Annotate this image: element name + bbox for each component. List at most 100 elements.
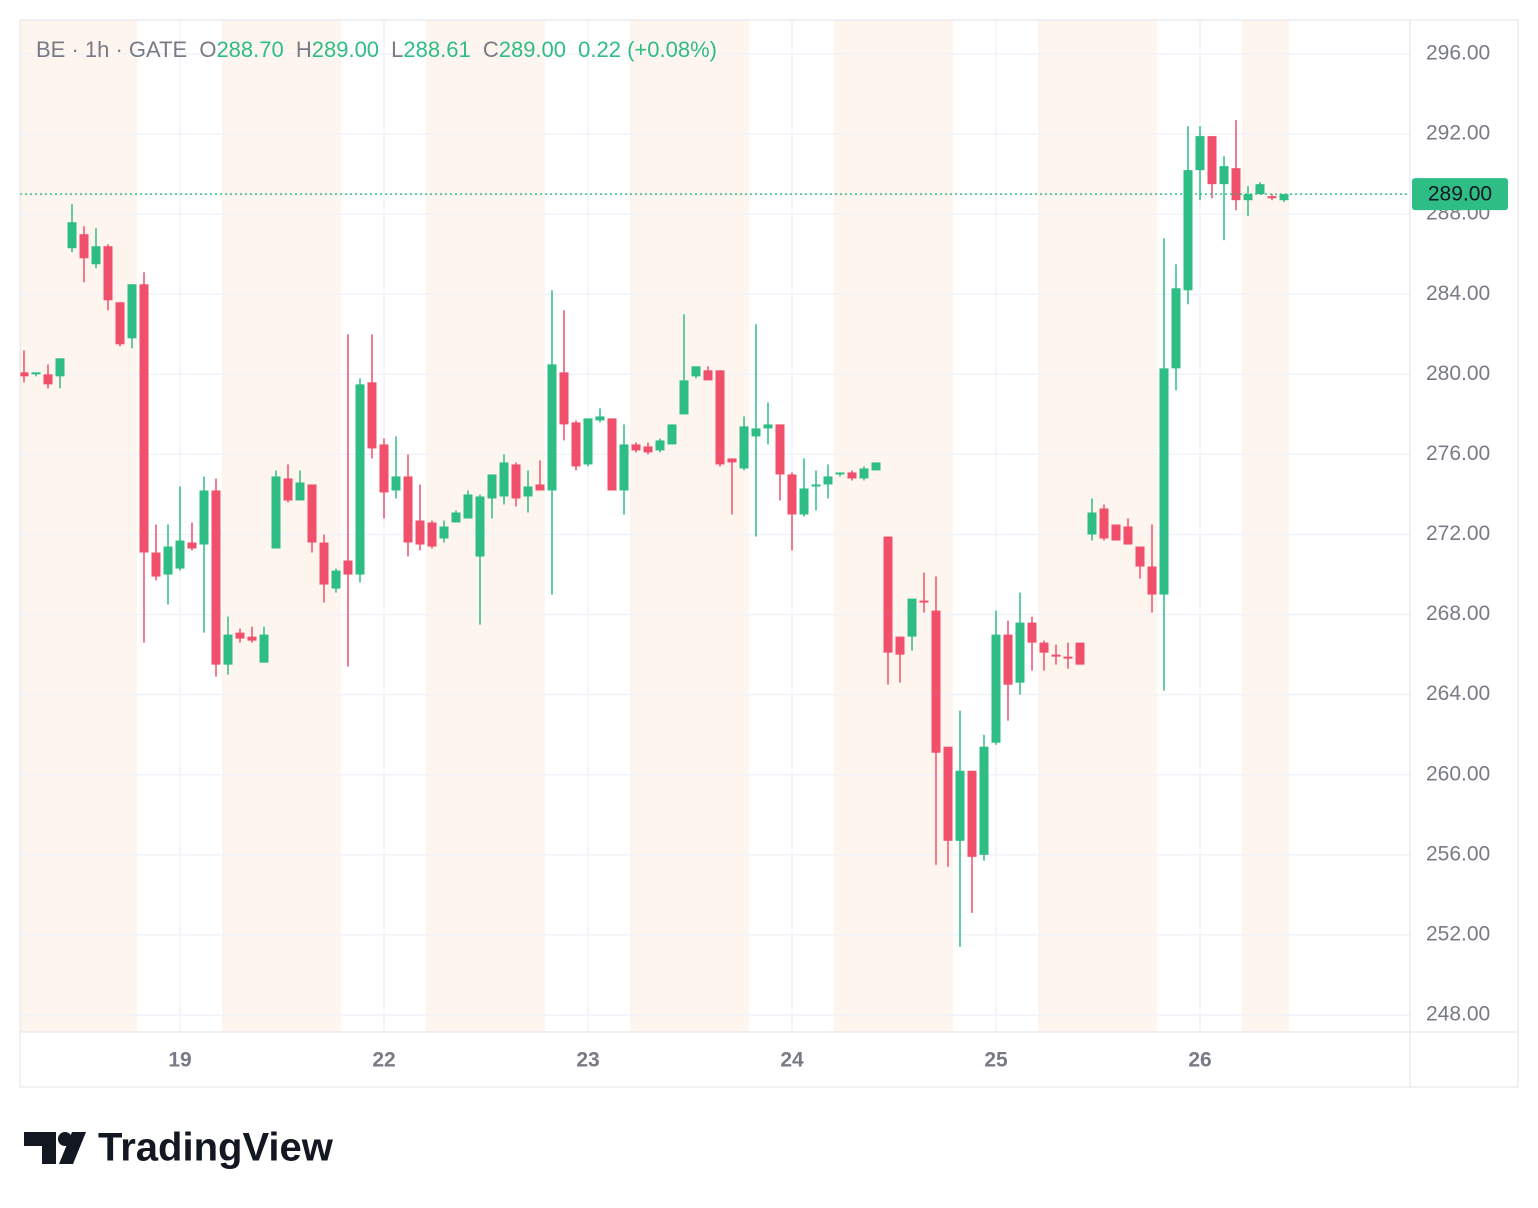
candle-body (847, 472, 857, 479)
candle-body (811, 484, 821, 487)
candle-body (535, 484, 545, 491)
candle-body (79, 234, 89, 259)
candle-body (787, 474, 797, 515)
y-tick-label: 292.00 (1426, 122, 1490, 145)
candle-body (523, 486, 533, 497)
candle-body (511, 464, 521, 499)
candle-body (547, 364, 557, 491)
candle-body (583, 418, 593, 465)
candle-body (691, 366, 701, 377)
extended-hours-band (1038, 20, 1157, 1032)
candle-body (991, 634, 1001, 743)
symbol: BE · 1h · GATE (36, 37, 187, 62)
candle-body (259, 634, 269, 663)
y-tick-label: 280.00 (1426, 362, 1490, 385)
candle-body (895, 636, 905, 655)
extended-hours-band (426, 20, 545, 1032)
x-tick-label: 22 (372, 1049, 395, 1072)
extended-hours-band (20, 20, 137, 1032)
candle-body (631, 444, 641, 451)
candle-body (139, 284, 149, 553)
candle-body (295, 482, 305, 501)
candle-body (883, 536, 893, 653)
candle-body (1207, 136, 1217, 185)
y-tick-label: 264.00 (1426, 682, 1490, 705)
high-label: H (296, 37, 312, 62)
candle-body (1231, 168, 1241, 201)
extended-hours-band (1242, 20, 1289, 1032)
candle-body (343, 560, 353, 575)
y-tick-label: 296.00 (1426, 42, 1490, 65)
x-tick-label: 24 (780, 1049, 804, 1072)
candles (19, 120, 1410, 947)
candle-body (19, 372, 29, 377)
candle-body (67, 222, 77, 249)
chart-frame (19, 19, 1519, 1088)
candle-body (415, 520, 425, 545)
x-tick-label: 19 (168, 1049, 191, 1072)
y-tick-label: 276.00 (1426, 442, 1490, 465)
candle-body (391, 476, 401, 491)
candle-body (379, 444, 389, 493)
candle-body (355, 384, 365, 575)
candle-body (223, 634, 233, 665)
candle-body (1171, 288, 1181, 369)
candle-body (307, 484, 317, 543)
candle-body (475, 496, 485, 557)
candle-body (211, 490, 221, 665)
y-tick-label: 256.00 (1426, 842, 1490, 865)
candle-body (1123, 526, 1133, 545)
logo-slash (59, 1132, 86, 1164)
y-tick-label: 252.00 (1426, 922, 1490, 945)
low-value: 288.61 (403, 37, 470, 62)
candle-body (799, 488, 809, 515)
candle-body (1003, 634, 1013, 685)
candle-body (979, 746, 989, 855)
last-price-badge (1412, 178, 1508, 211)
candle-body (43, 374, 53, 385)
candle-body (1255, 184, 1265, 195)
candle-body (1099, 508, 1109, 539)
extended-hours-band (630, 20, 749, 1032)
candle-body (655, 440, 665, 451)
candle-body (1015, 622, 1025, 683)
high-value: 289.00 (312, 37, 379, 62)
last-price-label: 289.00 (1428, 183, 1492, 206)
candle-body (487, 474, 497, 499)
candle-body (1267, 196, 1277, 199)
candle-body (331, 570, 341, 589)
candle-body (1183, 170, 1193, 291)
candle-body (931, 610, 941, 753)
candle-body (403, 476, 413, 543)
change-value: 0.22 (+0.08%) (578, 37, 717, 62)
candle-body (367, 382, 377, 449)
session-bands (20, 20, 1289, 1032)
candle-body (127, 284, 137, 339)
candle-body (235, 632, 245, 639)
y-tick-label: 268.00 (1426, 602, 1490, 625)
candle-body (439, 526, 449, 539)
candle-body (739, 426, 749, 469)
candle-body (1063, 656, 1073, 659)
low-label: L (391, 37, 403, 62)
extended-hours-band (834, 20, 953, 1032)
candle-body (1147, 566, 1157, 595)
candle-body (1087, 512, 1097, 535)
candle-body (31, 372, 41, 375)
candle-body (871, 462, 881, 471)
brand-name: TradingView (98, 1126, 334, 1170)
candle-body (1027, 622, 1037, 643)
candle-body (1159, 368, 1169, 595)
candle-body (151, 552, 161, 577)
candle-body (1051, 654, 1061, 657)
candle-body (835, 472, 845, 475)
candle-body (463, 494, 473, 519)
candle-body (919, 600, 929, 603)
close-label: C (483, 37, 499, 62)
candle-body (859, 468, 869, 479)
candle-body (175, 540, 185, 569)
candle-body (283, 478, 293, 501)
candle-body (571, 422, 581, 467)
candle-body (163, 546, 173, 575)
